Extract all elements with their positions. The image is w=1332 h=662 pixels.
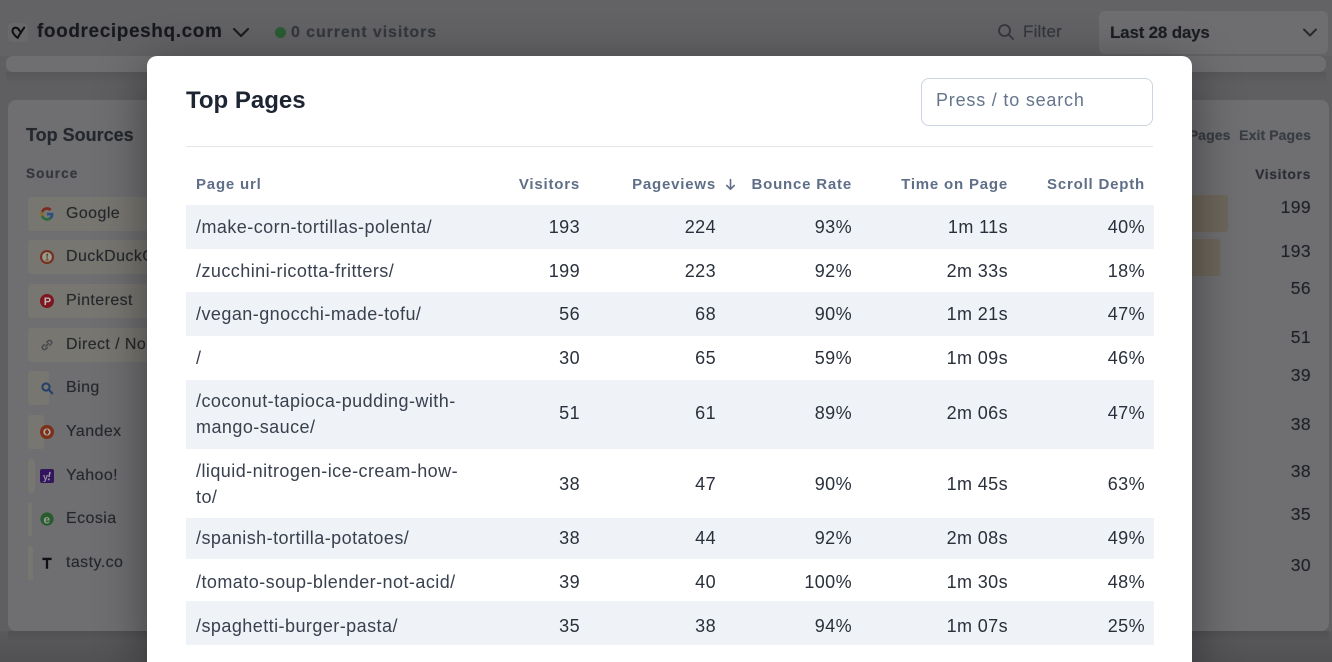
svg-text:y: y [43, 472, 48, 482]
svg-text:P: P [44, 296, 51, 308]
svg-text:e: e [43, 513, 50, 527]
